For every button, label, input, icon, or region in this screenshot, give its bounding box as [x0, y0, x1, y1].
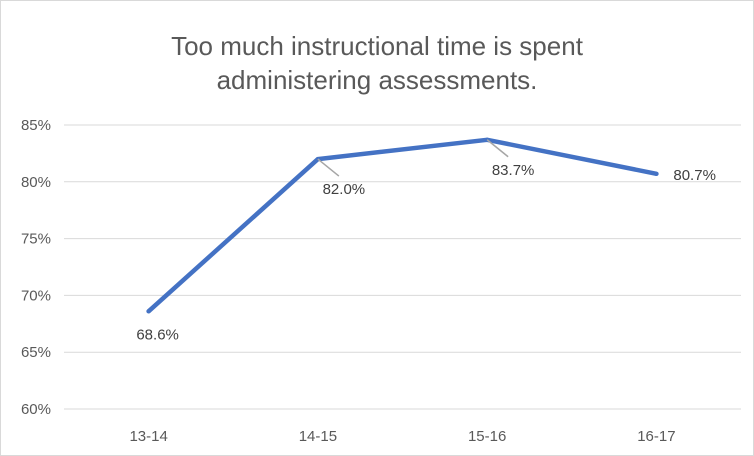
leader-line-15-16	[486, 139, 509, 158]
leader-line-14-15	[317, 158, 340, 177]
x-tick-label-14-15: 14-15	[299, 428, 337, 445]
data-label-15-16: 83.7%	[492, 162, 535, 179]
x-tick-label-15-16: 15-16	[468, 428, 506, 445]
y-tick-label-70: 70%	[21, 287, 51, 304]
y-tick-label-80: 80%	[21, 174, 51, 191]
chart-title-line-1: Too much instructional time is spent	[171, 31, 583, 61]
x-tick-label-13-14: 13-14	[129, 428, 167, 445]
data-label-14-15: 82.0%	[323, 181, 366, 198]
x-tick-label-16-17: 16-17	[637, 428, 675, 445]
data-point-16-17	[654, 171, 659, 176]
data-label-16-17: 80.7%	[673, 167, 716, 184]
data-label-13-14: 68.6%	[136, 326, 179, 343]
y-tick-label-60: 60%	[21, 401, 51, 418]
data-point-13-14	[146, 309, 151, 314]
y-tick-label-65: 65%	[21, 344, 51, 361]
y-tick-label-85: 85%	[21, 117, 51, 134]
series-line-0	[146, 137, 659, 314]
chart-title: Too much instructional time is spent adm…	[1, 29, 753, 97]
chart-title-line-2: administering assessments.	[216, 65, 538, 95]
y-tick-label-75: 75%	[21, 231, 51, 248]
